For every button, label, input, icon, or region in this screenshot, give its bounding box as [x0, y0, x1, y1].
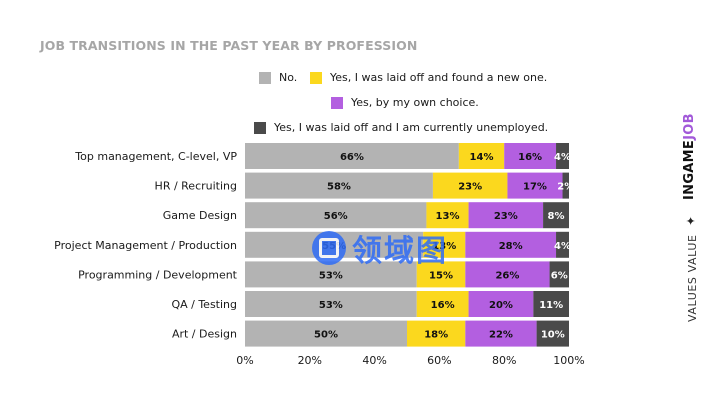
legend-swatch-no: [259, 71, 271, 84]
data-label-game-design-s2: 23%: [494, 211, 518, 222]
legend-swatch-unemployed: [254, 121, 266, 134]
bar-segment-qa-testing-s3: [533, 291, 569, 317]
bar-segment-project-management-production-s2: [465, 231, 557, 258]
bar-segment-programming-development-s0: [245, 261, 417, 288]
data-label-top-management-c-level-vp-s2: 16%: [518, 152, 542, 163]
x-tick-label-0: 0%: [236, 354, 253, 367]
bar-segment-qa-testing-s1: [416, 291, 469, 317]
category-label-hr-recruiting: HR / Recruiting: [155, 180, 237, 193]
bar-segment-top-management-c-level-vp-s3: [556, 143, 569, 169]
bar-segment-hr-recruiting-s1: [432, 172, 508, 199]
legend-label-unemployed: Yes, I was laid off and I am currently u…: [274, 121, 549, 134]
watermark-logo-icon: [312, 231, 346, 265]
x-tick-label-4: 80%: [492, 354, 516, 367]
legend-item-unemployed: Yes, I was laid off and I am currently u…: [254, 121, 548, 134]
data-label-qa-testing-s1: 16%: [431, 300, 455, 311]
bar-segment-project-management-production-s3: [556, 231, 569, 258]
legend-item-own-choice: Yes, by my own choice.: [331, 96, 479, 109]
bar-segment-art-design-s3: [536, 320, 569, 347]
brand-logo-accent: JOB: [682, 113, 697, 140]
bar-segment-programming-development-s3: [549, 261, 569, 288]
x-tick-label-5: 100%: [553, 354, 584, 367]
data-label-project-management-production-s2: 28%: [499, 241, 523, 252]
bar-segment-top-management-c-level-vp-s2: [504, 143, 557, 169]
x-tick-label-2: 40%: [362, 354, 386, 367]
bar-segment-hr-recruiting-s0: [245, 172, 433, 199]
data-label-art-design-s2: 22%: [489, 330, 513, 341]
brand-logo: INGAMEJOB: [682, 113, 697, 200]
data-label-top-management-c-level-vp-s1: 14%: [470, 152, 494, 163]
legend-item-no: No.: [259, 71, 297, 84]
bar-segment-top-management-c-level-vp-s0: [245, 143, 459, 169]
data-label-art-design-s1: 18%: [424, 330, 448, 341]
brand-star-icon: ✦: [684, 215, 698, 226]
bar-segment-qa-testing-s0: [245, 291, 417, 317]
data-label-top-management-c-level-vp-s0: 66%: [340, 152, 364, 163]
bar-segment-art-design-s2: [465, 320, 537, 347]
legend-label-laid-off-new-job: Yes, I was laid off and found a new one.: [330, 71, 548, 84]
data-label-qa-testing-s2: 20%: [489, 300, 513, 311]
bar-segment-game-design-s3: [543, 202, 569, 229]
data-label-project-management-production-s1: 13%: [432, 241, 456, 252]
x-tick-label-3: 60%: [427, 354, 451, 367]
data-label-programming-development-s1: 15%: [429, 270, 453, 281]
bar-segment-game-design-s2: [468, 202, 544, 229]
data-label-qa-testing-s0: 53%: [319, 300, 343, 311]
chart-title: JOB TRANSITIONS IN THE PAST YEAR BY PROF…: [40, 38, 418, 53]
legend: No. Yes, I was laid off and found a new …: [0, 0, 720, 140]
category-label-programming-development: Programming / Development: [78, 268, 238, 281]
data-label-art-design-s3: 10%: [541, 330, 565, 341]
category-label-qa-testing: QA / Testing: [171, 298, 237, 311]
data-label-art-design-s0: 50%: [314, 330, 338, 341]
legend-swatch-own-choice: [331, 96, 343, 109]
legend-label-no: No.: [279, 71, 298, 84]
bar-segment-game-design-s1: [426, 202, 469, 229]
data-label-programming-development-s2: 26%: [495, 270, 519, 281]
watermark: 领域图: [312, 226, 448, 270]
data-label-game-design-s1: 13%: [436, 211, 460, 222]
legend-item-laid-off-new-job: Yes, I was laid off and found a new one.: [310, 71, 547, 84]
legend-label-own-choice: Yes, by my own choice.: [351, 96, 479, 109]
legend-swatch-laid-off-new-job: [310, 71, 322, 84]
data-label-hr-recruiting-s0: 58%: [327, 182, 351, 193]
data-label-programming-development-s0: 53%: [319, 270, 343, 281]
category-label-game-design: Game Design: [163, 209, 237, 222]
brand-values-text: VALUES VALUE: [686, 234, 699, 322]
data-label-hr-recruiting-s2: 17%: [523, 182, 547, 193]
data-label-game-design-s0: 56%: [324, 211, 348, 222]
data-label-hr-recruiting-s1: 23%: [458, 182, 482, 193]
bar-segment-programming-development-s1: [416, 261, 466, 288]
bar-segment-art-design-s0: [245, 320, 407, 347]
data-label-project-management-production-s3: 4%: [554, 241, 571, 252]
bar-segment-programming-development-s2: [465, 261, 550, 288]
bar-segment-top-management-c-level-vp-s1: [458, 143, 505, 169]
data-label-game-design-s3: 8%: [548, 211, 565, 222]
category-label-top-management-c-level-vp: Top management, C-level, VP: [74, 150, 237, 163]
bar-segment-art-design-s1: [407, 320, 466, 347]
brand-strip: VALUES VALUE ✦ INGAMEJOB: [676, 90, 712, 325]
bar-segment-hr-recruiting-s2: [507, 172, 563, 199]
bar-segment-project-management-production-s1: [423, 231, 466, 258]
category-label-project-management-production: Project Management / Production: [54, 239, 237, 252]
data-label-programming-development-s3: 6%: [551, 270, 568, 281]
data-label-hr-recruiting-s3: 2%: [557, 182, 574, 193]
bar-segment-qa-testing-s2: [468, 291, 534, 317]
data-label-top-management-c-level-vp-s3: 4%: [554, 152, 571, 163]
x-tick-label-1: 20%: [298, 354, 322, 367]
bar-segment-game-design-s0: [245, 202, 427, 229]
brand-logo-main: INGAME: [682, 139, 697, 200]
watermark-text: 领域图: [352, 234, 448, 269]
bar-segment-hr-recruiting-s3: [562, 172, 569, 199]
category-label-art-design: Art / Design: [172, 328, 237, 341]
data-label-qa-testing-s3: 11%: [539, 300, 563, 311]
